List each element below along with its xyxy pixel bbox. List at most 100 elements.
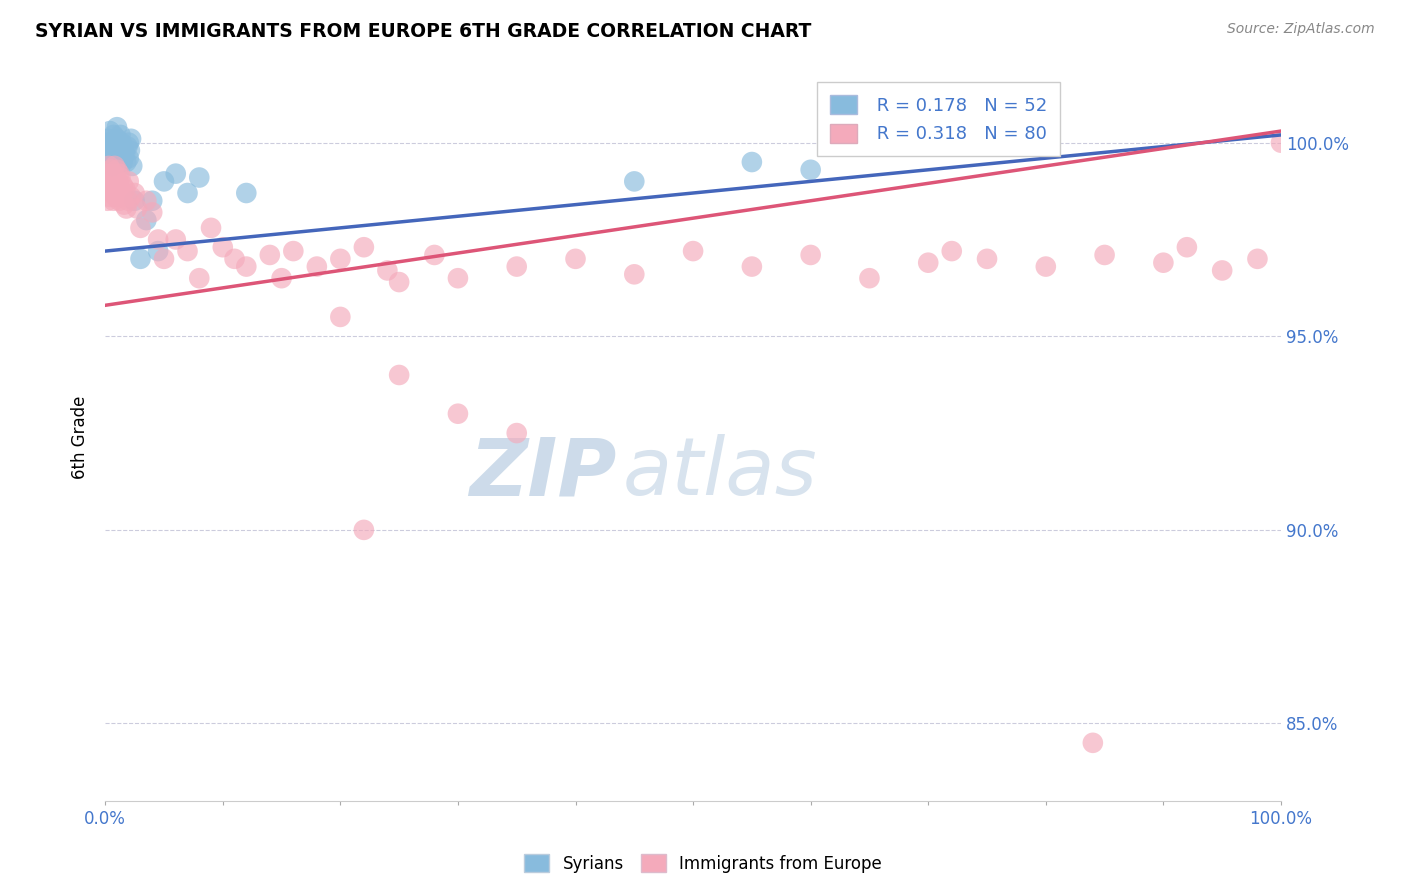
Point — [104, 151, 127, 165]
Point — [107, 136, 129, 150]
Point — [98, 147, 121, 161]
Point — [97, 144, 120, 158]
Point — [105, 162, 128, 177]
Point — [135, 213, 157, 227]
Point — [104, 159, 127, 173]
Point — [188, 170, 211, 185]
Point — [141, 194, 163, 208]
Point — [118, 144, 141, 158]
Point — [111, 155, 134, 169]
Point — [110, 182, 132, 196]
Text: SYRIAN VS IMMIGRANTS FROM EUROPE 6TH GRADE CORRELATION CHART: SYRIAN VS IMMIGRANTS FROM EUROPE 6TH GRA… — [35, 22, 811, 41]
Point — [941, 244, 963, 258]
Point — [858, 271, 880, 285]
Point — [97, 167, 120, 181]
Point — [101, 186, 124, 200]
Point — [917, 256, 939, 270]
Point — [800, 248, 823, 262]
Legend: Syrians, Immigrants from Europe: Syrians, Immigrants from Europe — [517, 847, 889, 880]
Point — [96, 155, 118, 169]
Point — [741, 260, 763, 274]
Point — [135, 194, 157, 208]
Point — [176, 186, 198, 200]
Point — [100, 178, 122, 193]
Point — [283, 244, 305, 258]
Point — [110, 128, 132, 142]
Point — [114, 182, 136, 196]
Point — [118, 194, 141, 208]
Point — [118, 174, 141, 188]
Point — [111, 178, 134, 193]
Point — [115, 202, 138, 216]
Point — [146, 244, 169, 258]
Point — [96, 174, 118, 188]
Point — [97, 194, 120, 208]
Point — [564, 252, 586, 266]
Point — [98, 170, 121, 185]
Point — [741, 155, 763, 169]
Point — [108, 139, 131, 153]
Point — [104, 155, 127, 169]
Point — [105, 178, 128, 193]
Point — [329, 252, 352, 266]
Point — [112, 197, 135, 211]
Point — [353, 240, 375, 254]
Point — [104, 136, 127, 150]
Point — [120, 132, 142, 146]
Point — [108, 194, 131, 208]
Point — [111, 190, 134, 204]
Point — [110, 170, 132, 185]
Point — [103, 167, 125, 181]
Point — [111, 136, 134, 150]
Point — [165, 232, 187, 246]
Point — [97, 159, 120, 173]
Point — [1035, 260, 1057, 274]
Point — [1094, 248, 1116, 262]
Point — [259, 248, 281, 262]
Point — [270, 271, 292, 285]
Point — [108, 167, 131, 181]
Y-axis label: 6th Grade: 6th Grade — [72, 395, 89, 479]
Point — [211, 240, 233, 254]
Point — [121, 159, 143, 173]
Point — [153, 174, 176, 188]
Point — [447, 407, 470, 421]
Point — [1175, 240, 1198, 254]
Point — [141, 205, 163, 219]
Point — [682, 244, 704, 258]
Point — [1081, 736, 1104, 750]
Point — [623, 174, 645, 188]
Point — [101, 136, 124, 150]
Point — [388, 368, 411, 382]
Point — [235, 260, 257, 274]
Point — [188, 271, 211, 285]
Point — [124, 194, 146, 208]
Point — [105, 132, 128, 146]
Point — [329, 310, 352, 324]
Point — [118, 151, 141, 165]
Point — [125, 202, 148, 216]
Point — [100, 155, 122, 169]
Point — [107, 186, 129, 200]
Point — [800, 162, 823, 177]
Point — [388, 275, 411, 289]
Point — [153, 252, 176, 266]
Point — [976, 252, 998, 266]
Point — [377, 263, 399, 277]
Point — [120, 190, 142, 204]
Point — [111, 151, 134, 165]
Point — [100, 162, 122, 177]
Point — [97, 182, 120, 196]
Point — [101, 174, 124, 188]
Legend:  R = 0.178   N = 52,  R = 0.318   N = 80: R = 0.178 N = 52, R = 0.318 N = 80 — [817, 82, 1060, 156]
Point — [305, 260, 328, 274]
Point — [506, 426, 529, 441]
Point — [1211, 263, 1233, 277]
Point — [103, 194, 125, 208]
Point — [1152, 256, 1174, 270]
Point — [103, 128, 125, 142]
Point — [104, 170, 127, 185]
Point — [107, 174, 129, 188]
Point — [101, 159, 124, 173]
Point — [110, 147, 132, 161]
